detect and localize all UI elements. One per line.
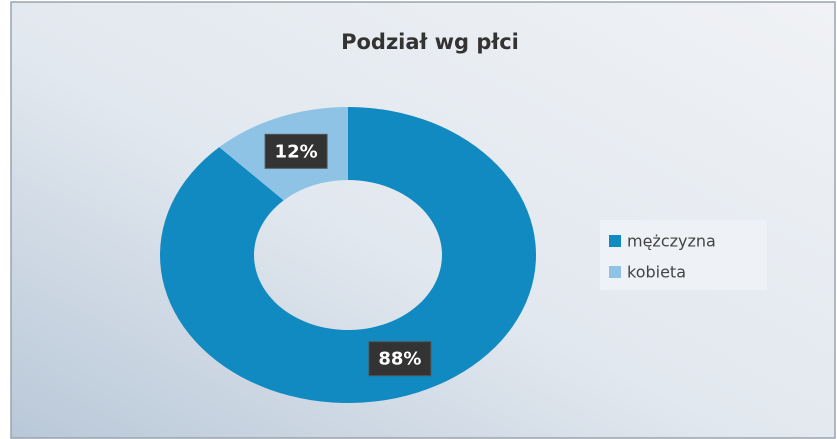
legend-label: mężczyzna (627, 232, 716, 251)
data-label-box (368, 341, 432, 377)
data-label: 12% (275, 141, 318, 162)
legend-swatch (609, 266, 621, 278)
slice (160, 107, 536, 403)
data-label-box (264, 133, 328, 169)
legend-swatch (609, 235, 621, 247)
legend-box (600, 220, 767, 290)
data-label: 88% (378, 349, 421, 370)
legend-label: kobieta (627, 263, 686, 282)
chart-title: Podział wg płci (341, 30, 519, 54)
